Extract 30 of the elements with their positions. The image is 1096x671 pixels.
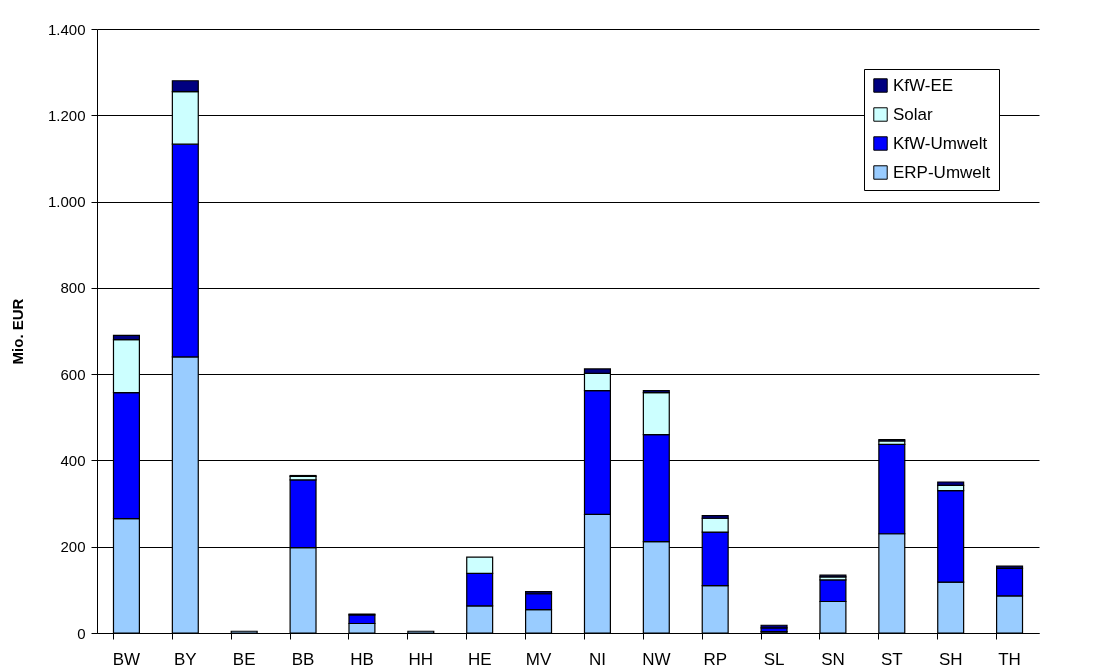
x-tick-label: ST — [880, 649, 903, 669]
x-tick-label: BE — [232, 649, 256, 669]
x-tick-label: TH — [998, 649, 1021, 669]
x-tick-label: HB — [350, 649, 374, 669]
y-tick-label: 800 — [60, 279, 86, 297]
y-tick-label: 1.000 — [47, 193, 86, 211]
y-tick-label: 600 — [60, 365, 86, 383]
y-tick-label: 200 — [60, 538, 86, 556]
y-tick-label: 1.400 — [47, 20, 86, 38]
x-tick-label: SL — [763, 649, 785, 669]
x-tick-label: HH — [408, 649, 434, 669]
x-tick-label: MV — [525, 649, 552, 669]
x-tick-label: BW — [112, 649, 141, 669]
y-tick-label: 400 — [60, 451, 86, 469]
x-tick-label: SH — [938, 649, 963, 669]
y-tick-label: 0 — [77, 624, 86, 642]
x-tick-label: SN — [821, 649, 845, 669]
x-tick-label: BY — [173, 649, 197, 669]
legend-label: ERP-Umwelt — [893, 162, 991, 182]
x-tick-label: BB — [291, 649, 315, 669]
legend-label: KfW-Umwelt — [893, 133, 988, 153]
y-axis-title: Mio. EUR — [8, 298, 26, 365]
bar — [937, 481, 965, 487]
x-tick-label: NI — [588, 649, 606, 669]
x-tick-label: HE — [467, 649, 492, 669]
y-tick-label: 1.200 — [47, 106, 86, 124]
legend-label: KfW-EE — [893, 75, 954, 95]
legend-label: Solar — [893, 104, 934, 124]
x-tick-label: NW — [642, 649, 671, 669]
x-tick-label: RP — [703, 649, 727, 669]
